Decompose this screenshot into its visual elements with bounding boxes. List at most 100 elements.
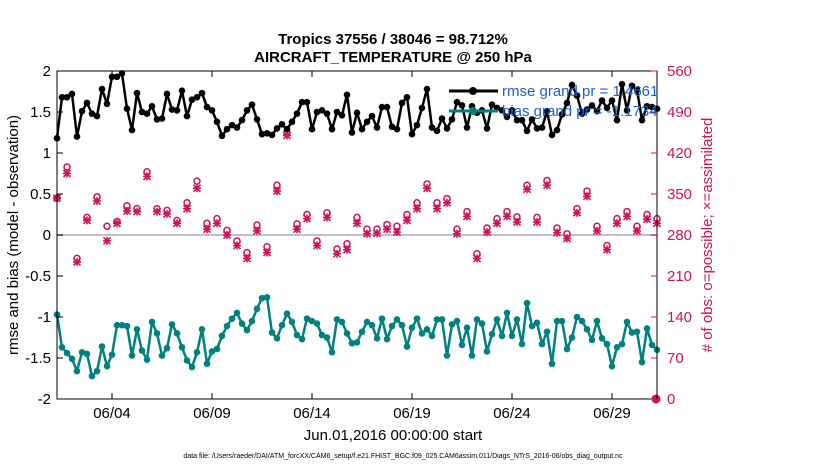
y-axis-right-label: # of obs: o=possible; ×=assimilated	[699, 118, 716, 353]
rmse-point	[383, 103, 391, 111]
bias-point	[518, 340, 526, 348]
bias-point	[373, 335, 381, 342]
rmse-point	[118, 70, 126, 77]
bias-point	[273, 335, 281, 342]
y-right-tick-label: 420	[667, 145, 692, 162]
bias-point	[443, 352, 451, 359]
rmse-point	[358, 125, 366, 133]
bias-point	[248, 317, 256, 325]
legend-rmse-label: rmse grand pr = 1.4661	[502, 83, 658, 100]
bias-point	[413, 315, 421, 322]
rmse-point	[268, 131, 276, 139]
rmse-point	[243, 107, 251, 114]
y-right-tick-label: 280	[667, 227, 692, 244]
bias-point	[293, 331, 301, 339]
rmse-point	[648, 103, 656, 111]
y-left-tick-label: 2	[43, 63, 51, 80]
bias-point	[523, 299, 531, 307]
bias-point	[263, 294, 271, 301]
bias-point	[188, 363, 196, 371]
bias-point	[108, 351, 116, 359]
rmse-point	[188, 96, 196, 103]
rmse-point	[593, 107, 601, 115]
bias-point	[343, 330, 351, 337]
bias-point	[428, 332, 436, 340]
rmse-point	[433, 127, 441, 135]
obs-count-layer	[52, 128, 662, 404]
obs-assimilated-point	[142, 172, 152, 181]
obs-assimilated-point	[172, 219, 182, 228]
obs-assimilated-point	[522, 185, 532, 194]
bias-point	[278, 321, 286, 329]
y-axis-left: 2 1.5 1 0.5 0 -0.5 -1 -1.5 -2	[25, 63, 63, 408]
rmse-point	[253, 116, 261, 123]
y-right-tick-label: 140	[667, 309, 692, 326]
obs-assimilated-point	[202, 225, 212, 234]
obs-assimilated-point	[512, 218, 522, 227]
y-right-tick-label: 560	[667, 63, 692, 80]
bias-point	[333, 316, 341, 323]
obs-assimilated-point	[252, 226, 262, 235]
rmse-point	[483, 125, 491, 132]
bias-point	[268, 329, 276, 336]
bias-point	[283, 310, 291, 318]
obs-assimilated-point	[562, 234, 572, 243]
bias-point	[68, 355, 76, 363]
x-tick-label: 06/24	[493, 405, 531, 422]
bias-point	[588, 336, 596, 344]
bias-point	[288, 318, 296, 326]
rmse-point	[223, 125, 231, 133]
rmse-point	[643, 102, 651, 110]
obs-assimilated-point	[482, 228, 492, 237]
bias-point	[408, 324, 416, 331]
bias-point	[208, 348, 216, 355]
rmse-point	[498, 107, 506, 114]
bias-point	[538, 340, 546, 348]
obs-assimilated-point	[192, 184, 202, 193]
rmse-point	[363, 118, 371, 126]
rmse-point	[58, 93, 66, 101]
rmse-point	[373, 124, 381, 131]
rmse-point	[598, 97, 606, 104]
legend-bias-swatch-dot	[469, 107, 477, 115]
y-left-tick-label: 1	[43, 145, 51, 162]
y-right-tick-label: 490	[667, 104, 692, 121]
obs-assimilated-point	[212, 219, 222, 228]
y-axis-right: 560 490 420 350 280 210 140 70 0	[651, 63, 692, 408]
bias-point	[113, 321, 121, 329]
rmse-point	[443, 125, 451, 132]
obs-assimilated-point	[612, 219, 622, 228]
bias-point	[488, 330, 496, 338]
rmse-point	[533, 125, 541, 132]
obs-assimilated-point	[342, 245, 352, 254]
bias-point	[483, 348, 491, 355]
obs-assimilated-point	[602, 245, 612, 254]
rmse-point	[193, 93, 201, 101]
bias-point	[98, 343, 106, 350]
bias-point	[473, 316, 481, 323]
bias-point	[503, 309, 511, 317]
rmse-point	[563, 99, 571, 107]
bias-point	[213, 345, 221, 353]
bias-point	[173, 330, 181, 337]
rmse-point	[378, 103, 386, 111]
bias-point	[318, 331, 326, 339]
rmse-point	[398, 99, 406, 107]
bias-point	[148, 318, 156, 326]
obs-assimilated-point	[72, 257, 82, 267]
obs-assimilated-point	[162, 209, 172, 218]
bias-point	[468, 352, 476, 359]
bias-point	[228, 315, 236, 322]
obs-assimilated-point	[582, 192, 592, 201]
bias-point	[453, 317, 461, 325]
bias-point	[363, 318, 371, 326]
bias-point	[193, 348, 201, 356]
rmse-point	[353, 109, 361, 117]
rmse-point	[113, 73, 121, 81]
rmse-point	[638, 116, 646, 124]
bias-point	[533, 319, 541, 327]
rmse-point	[203, 103, 211, 111]
rmse-point	[538, 124, 546, 131]
bias-point	[203, 360, 211, 368]
